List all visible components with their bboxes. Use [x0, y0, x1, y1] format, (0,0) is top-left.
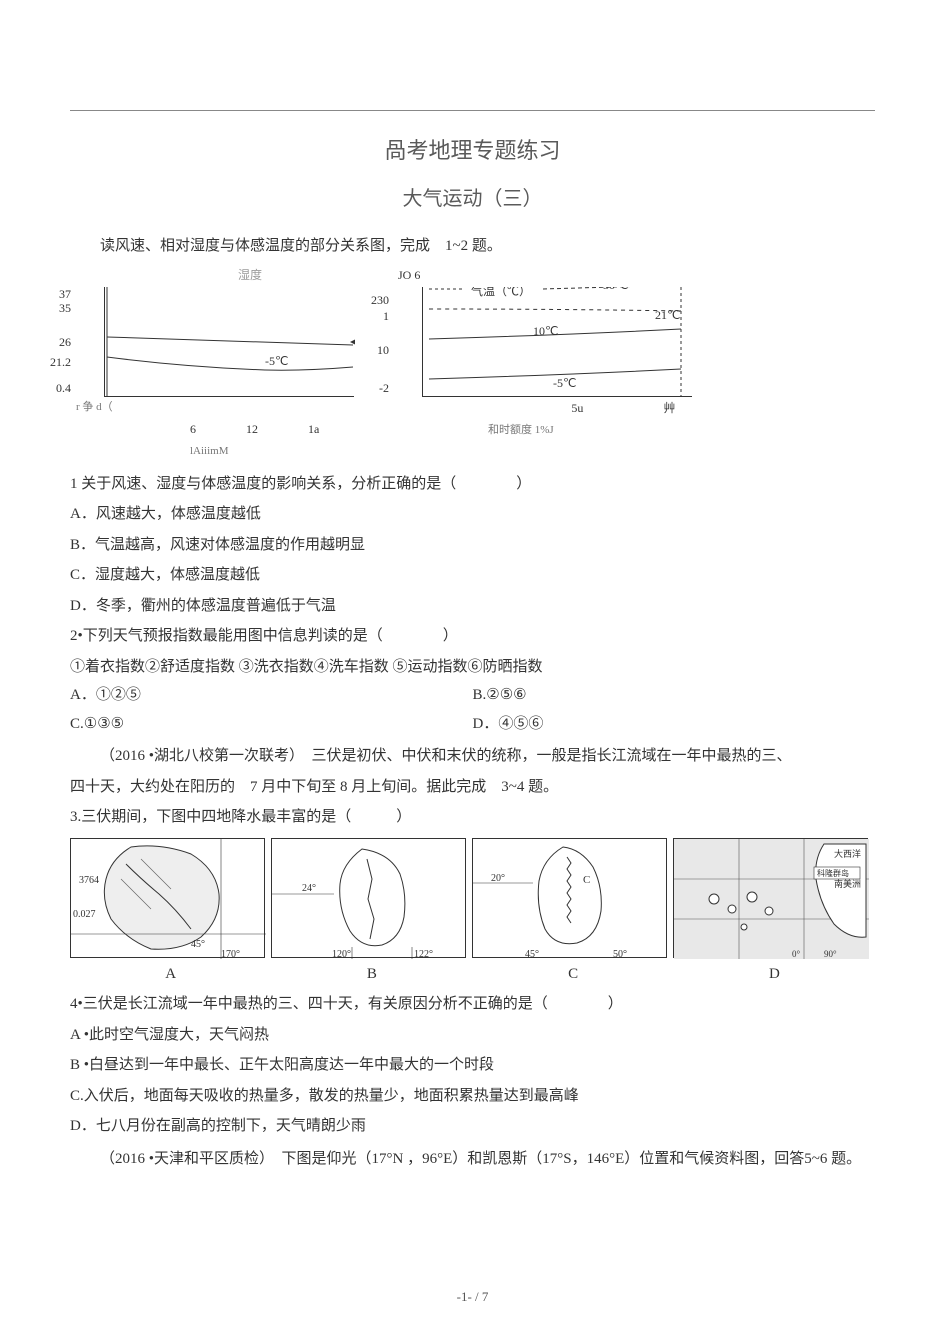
ytick: -2	[379, 377, 389, 400]
ytick: 0.4	[56, 377, 71, 400]
context34-l1: （2016 •湖北八校第一次联考） 三伏是初伏、中伏和末伏的统称，一般是指长江流…	[70, 742, 875, 771]
map-letters: A B C D	[70, 960, 875, 989]
chart-left-container: 湿度 37 35 26 21.2 0.4 -5℃ r 争 d（	[70, 264, 370, 461]
curve-label: 10℃	[533, 324, 558, 338]
svg-text:24°: 24°	[302, 883, 316, 894]
chart-right-container: JO 6 230 1 10 -2 气温（℃） 30℃ 21℃ 10℃	[388, 264, 708, 440]
svg-text:122°: 122°	[414, 949, 433, 959]
svg-text:90°: 90°	[824, 949, 837, 959]
curve-label: 21℃	[655, 308, 680, 322]
xtick: 12	[246, 418, 258, 441]
q2-opt-row-2: C.①③⑤ D．④⑤⑥	[70, 710, 875, 739]
q3-stem: 3.三伏期间，下图中四地降水最丰富的是（ ）	[70, 803, 875, 832]
svg-text:20°: 20°	[491, 873, 505, 884]
chart-left-faint-top: 湿度	[130, 264, 370, 287]
map-d: 大西洋 南美洲 科隆群岛 0° 90°	[673, 838, 868, 958]
svg-text:0°: 0°	[792, 949, 801, 959]
q2-opt-a: A．①②⑤	[70, 681, 473, 710]
chart-left-svg: -5℃	[105, 287, 355, 397]
svg-text:南美洲: 南美洲	[834, 878, 861, 889]
map-b: 24° 120° 122°	[271, 838, 466, 958]
intro-1: 读风速、相对湿度与体感温度的部分关系图，完成 1~2 题。	[70, 232, 875, 261]
top-rule	[70, 110, 875, 111]
chart-right: 230 1 10 -2 气温（℃） 30℃ 21℃ 10℃ -5℃	[422, 287, 692, 397]
chart-left-xticks: 6 12 1a	[190, 418, 370, 441]
chart-right-xsub: 和时额度 1%J	[488, 420, 708, 441]
q1-opt-a: A．风速越大，体感温度越低	[70, 500, 875, 529]
q2-opt-row-1: A．①②⑤ B.②⑤⑥	[70, 681, 875, 710]
ytick: 21.2	[50, 351, 71, 374]
q4-opt-c: C.入伏后，地面每天吸收的热量多，散发的热量少，地面积累热量达到最高峰	[70, 1082, 875, 1111]
chart-wrap: 湿度 37 35 26 21.2 0.4 -5℃ r 争 d（	[70, 264, 875, 461]
svg-text:45°: 45°	[525, 949, 539, 959]
chart-left-xsub: lAiiimM	[190, 441, 370, 462]
chart-left: 37 35 26 21.2 0.4 -5℃	[104, 287, 354, 397]
curve-label: -5℃	[553, 376, 576, 390]
context56: （2016 •天津和平区质检） 下图是仰光（17°N ，96°E）和凯恩斯（17…	[70, 1145, 875, 1174]
ytick: 10	[377, 339, 389, 362]
q4-opt-b: B •白昼达到一年中最长、正午太阳高度达一年中最大的一个时段	[70, 1051, 875, 1080]
chart-left-xaxis-label: r 争 d（	[76, 397, 370, 418]
map-a: 3764 0.027 45° 170°	[70, 838, 265, 958]
svg-text:45°: 45°	[191, 939, 205, 950]
xtick: 1a	[308, 418, 319, 441]
svg-text:3764: 3764	[79, 875, 99, 886]
svg-text:0.027: 0.027	[73, 909, 96, 920]
curve-label: 气温（℃）	[471, 287, 531, 298]
curve-label: 30℃	[603, 287, 628, 292]
ytick: 35	[59, 297, 71, 320]
xtick: 6	[190, 418, 196, 441]
q4-opt-d: D．七八月份在副高的控制下，天气晴朗少雨	[70, 1112, 875, 1141]
curve-label: -5℃	[265, 354, 288, 368]
svg-text:大西洋: 大西洋	[834, 848, 861, 859]
svg-text:C: C	[583, 874, 590, 886]
q1-opt-b: B．气温越高，风速对体感温度的作用越明显	[70, 531, 875, 560]
ytick: 1	[383, 305, 389, 328]
page-title: 咼考地理专题练习	[70, 130, 875, 172]
q4-stem: 4•三伏是长江流域一年中最热的三、四十天，有关原因分析不正确的是（ ）	[70, 990, 875, 1019]
svg-text:50°: 50°	[613, 949, 627, 959]
map-letter-d: D	[677, 960, 872, 989]
chart-right-top: JO 6	[398, 264, 708, 287]
xtick: 艸	[663, 397, 675, 420]
q2-line2: ①着衣指数②舒适度指数 ③洗衣指数④洗车指数 ⑤运动指数⑥防晒指数	[70, 653, 875, 682]
q2-stem: 2•下列天气预报指数最能用图中信息判读的是（ ）	[70, 622, 875, 651]
svg-text:120°: 120°	[332, 949, 351, 959]
q4-opt-a: A •此时空气湿度大，天气闷热	[70, 1021, 875, 1050]
map-letter-b: B	[274, 960, 469, 989]
q1-opt-c: C．湿度越大，体感温度越低	[70, 561, 875, 590]
chart-right-svg: 气温（℃） 30℃ 21℃ 10℃ -5℃	[423, 287, 693, 397]
q1-stem: 1 关于风速、湿度与体感温度的影响关系，分析正确的是（ ）	[70, 470, 875, 499]
svg-text:170°: 170°	[221, 949, 240, 959]
map-letter-a: A	[73, 960, 268, 989]
svg-text:科隆群岛: 科隆群岛	[817, 868, 849, 878]
q2-opt-c: C.①③⑤	[70, 710, 473, 739]
q2-opt-b: B.②⑤⑥	[473, 681, 876, 710]
chart-right-xticks: i 5u 艸	[488, 397, 708, 420]
context34-l2: 四十天，大约处在阳历的 7 月中下旬至 8 月上旬间。据此完成 3~4 题。	[70, 773, 875, 802]
page-subtitle: 大气运动（三）	[70, 180, 875, 218]
q1-opt-d: D．冬季，衢州的体感温度普遍低于气温	[70, 592, 875, 621]
page-footer: -1- / 7	[0, 1285, 945, 1310]
map-row: 3764 0.027 45° 170° 24° 120° 122° C 20° …	[70, 838, 875, 958]
map-letter-c: C	[476, 960, 671, 989]
xtick: 5u	[571, 397, 583, 420]
map-c: C 20° 45° 50°	[472, 838, 667, 958]
q2-opt-d: D．④⑤⑥	[473, 710, 876, 739]
